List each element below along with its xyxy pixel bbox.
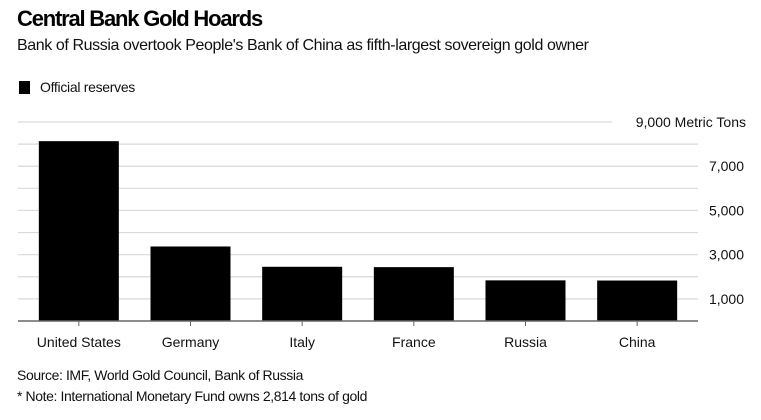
x-tick-label: Russia bbox=[504, 334, 547, 350]
gridlines bbox=[18, 121, 698, 300]
y-tick-label: 5,000 bbox=[709, 202, 744, 218]
x-axis bbox=[18, 320, 698, 326]
footnote: * Note: International Monetary Fund owns… bbox=[17, 388, 367, 404]
bar-china bbox=[597, 280, 678, 321]
y-axis-labels: 1,000 3,000 5,000 7,000 9,000 Metric Tons bbox=[636, 114, 746, 307]
bar-france bbox=[373, 267, 454, 321]
x-tick-label: United States bbox=[37, 334, 121, 350]
x-tick-label: Italy bbox=[289, 334, 315, 350]
chart-title: Central Bank Gold Hoards bbox=[17, 6, 263, 31]
chart-subtitle: Bank of Russia overtook People's Bank of… bbox=[17, 37, 589, 54]
legend-swatch bbox=[19, 80, 30, 94]
bar-chart: 1,000 3,000 5,000 7,000 9,000 Metric Tons Un… bbox=[18, 114, 746, 350]
y-tick-label: 1,000 bbox=[709, 291, 744, 307]
x-tick-label: France bbox=[392, 334, 436, 350]
bars bbox=[38, 141, 678, 321]
y-tick-label: 3,000 bbox=[709, 247, 744, 263]
bar-united-states bbox=[38, 141, 119, 321]
y-tick-label: 9,000 Metric Tons bbox=[636, 114, 746, 130]
legend: Official reserves bbox=[19, 79, 135, 95]
bar-russia bbox=[485, 280, 566, 321]
bar-italy bbox=[262, 266, 343, 321]
y-tick-label: 7,000 bbox=[709, 158, 744, 174]
source-note: Source: IMF, World Gold Council, Bank of… bbox=[17, 367, 303, 383]
bar-germany bbox=[150, 246, 231, 321]
legend-label: Official reserves bbox=[40, 79, 136, 95]
x-tick-label: Germany bbox=[162, 334, 220, 350]
x-axis-labels: United States Germany Italy France Russia Chi… bbox=[37, 334, 656, 350]
x-tick-label: China bbox=[619, 334, 656, 350]
